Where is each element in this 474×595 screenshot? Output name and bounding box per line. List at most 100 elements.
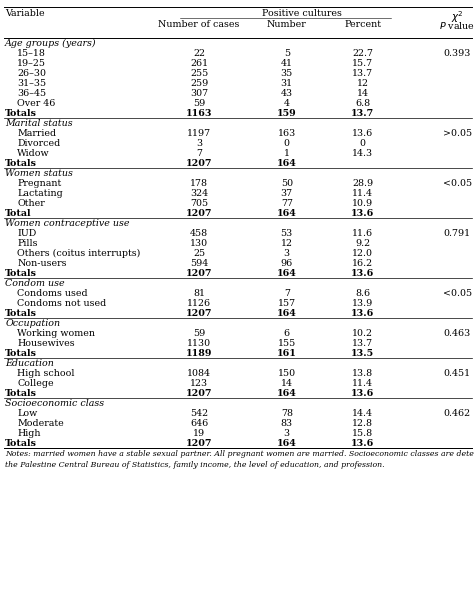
Text: 10.9: 10.9 — [352, 199, 373, 208]
Text: Women contraceptive use: Women contraceptive use — [5, 219, 130, 228]
Text: 155: 155 — [278, 339, 296, 347]
Text: 0.463: 0.463 — [444, 328, 471, 337]
Text: 0.462: 0.462 — [444, 409, 471, 418]
Text: 594: 594 — [190, 259, 208, 268]
Text: 83: 83 — [281, 419, 293, 428]
Text: Condoms not used: Condoms not used — [17, 299, 106, 308]
Text: >0.05: >0.05 — [443, 129, 472, 137]
Text: <0.05: <0.05 — [443, 289, 472, 298]
Text: 1130: 1130 — [187, 339, 211, 347]
Text: 13.6: 13.6 — [351, 439, 374, 447]
Text: Others (coitus interrupts): Others (coitus interrupts) — [17, 249, 140, 258]
Text: 164: 164 — [277, 209, 297, 218]
Text: High: High — [17, 428, 41, 437]
Text: 19: 19 — [193, 428, 205, 437]
Text: Divorced: Divorced — [17, 139, 60, 148]
Text: 6.8: 6.8 — [355, 99, 370, 108]
Text: 36–45: 36–45 — [17, 89, 46, 98]
Text: 78: 78 — [281, 409, 293, 418]
Text: 22.7: 22.7 — [352, 49, 373, 58]
Text: 1207: 1207 — [186, 269, 212, 278]
Text: Other: Other — [17, 199, 45, 208]
Text: 77: 77 — [281, 199, 293, 208]
Text: 150: 150 — [278, 369, 296, 378]
Text: 26–30: 26–30 — [17, 69, 46, 78]
Text: 0.791: 0.791 — [444, 228, 471, 237]
Text: 6: 6 — [284, 328, 290, 337]
Text: Notes: married women have a stable sexual partner. All pregnant women are marrie: Notes: married women have a stable sexua… — [5, 450, 474, 458]
Text: 14: 14 — [281, 378, 293, 387]
Text: Women status: Women status — [5, 169, 73, 178]
Text: 705: 705 — [190, 199, 208, 208]
Text: 96: 96 — [281, 259, 293, 268]
Text: 159: 159 — [277, 109, 297, 118]
Text: Married: Married — [17, 129, 56, 137]
Text: Over 46: Over 46 — [17, 99, 55, 108]
Text: 13.5: 13.5 — [351, 349, 374, 358]
Text: 4: 4 — [284, 99, 290, 108]
Text: 1207: 1207 — [186, 389, 212, 397]
Text: 164: 164 — [277, 309, 297, 318]
Text: <0.05: <0.05 — [443, 178, 472, 187]
Text: 37: 37 — [281, 189, 293, 198]
Text: Condoms used: Condoms used — [17, 289, 88, 298]
Text: 261: 261 — [190, 59, 208, 68]
Text: 458: 458 — [190, 228, 208, 237]
Text: Widow: Widow — [17, 149, 50, 158]
Text: 3: 3 — [196, 139, 202, 148]
Text: 28.9: 28.9 — [352, 178, 373, 187]
Text: 1189: 1189 — [186, 349, 212, 358]
Text: 59: 59 — [193, 99, 205, 108]
Text: 164: 164 — [277, 389, 297, 397]
Text: Totals: Totals — [5, 389, 37, 397]
Text: 130: 130 — [190, 239, 208, 248]
Text: Non-users: Non-users — [17, 259, 66, 268]
Text: 14.3: 14.3 — [352, 149, 373, 158]
Text: 15.8: 15.8 — [352, 428, 373, 437]
Text: 12: 12 — [281, 239, 293, 248]
Text: 13.6: 13.6 — [351, 389, 374, 397]
Text: 13.9: 13.9 — [352, 299, 373, 308]
Text: Totals: Totals — [5, 439, 37, 447]
Text: 43: 43 — [281, 89, 293, 98]
Text: Positive cultures: Positive cultures — [262, 9, 342, 18]
Text: 13.6: 13.6 — [352, 129, 373, 137]
Text: the Palestine Central Bureau of Statistics, family income, the level of educatio: the Palestine Central Bureau of Statisti… — [5, 461, 385, 469]
Text: 178: 178 — [190, 178, 208, 187]
Text: 123: 123 — [190, 378, 208, 387]
Text: Total: Total — [5, 209, 32, 218]
Text: 19–25: 19–25 — [17, 59, 46, 68]
Text: Moderate: Moderate — [17, 419, 64, 428]
Text: 324: 324 — [190, 189, 208, 198]
Text: $\chi^2$: $\chi^2$ — [451, 9, 464, 25]
Text: 41: 41 — [281, 59, 293, 68]
Text: 31: 31 — [281, 79, 293, 87]
Text: 542: 542 — [190, 409, 208, 418]
Text: 13.7: 13.7 — [352, 69, 373, 78]
Text: 1207: 1207 — [186, 309, 212, 318]
Text: 13.6: 13.6 — [351, 209, 374, 218]
Text: 15–18: 15–18 — [17, 49, 46, 58]
Text: 13.6: 13.6 — [351, 269, 374, 278]
Text: 22: 22 — [193, 49, 205, 58]
Text: 59: 59 — [193, 328, 205, 337]
Text: 7: 7 — [196, 149, 202, 158]
Text: Totals: Totals — [5, 109, 37, 118]
Text: 161: 161 — [277, 349, 297, 358]
Text: 12.8: 12.8 — [352, 419, 373, 428]
Text: 14.4: 14.4 — [352, 409, 373, 418]
Text: 8.6: 8.6 — [355, 289, 370, 298]
Text: 3: 3 — [284, 249, 290, 258]
Text: Totals: Totals — [5, 269, 37, 278]
Text: High school: High school — [17, 369, 74, 378]
Text: 12.0: 12.0 — [352, 249, 373, 258]
Text: 10.2: 10.2 — [352, 328, 373, 337]
Text: 13.8: 13.8 — [352, 369, 373, 378]
Text: Education: Education — [5, 359, 54, 368]
Text: Housewives: Housewives — [17, 339, 75, 347]
Text: Low: Low — [17, 409, 37, 418]
Text: 164: 164 — [277, 269, 297, 278]
Text: 53: 53 — [281, 228, 293, 237]
Text: Totals: Totals — [5, 309, 37, 318]
Text: 13.7: 13.7 — [351, 109, 374, 118]
